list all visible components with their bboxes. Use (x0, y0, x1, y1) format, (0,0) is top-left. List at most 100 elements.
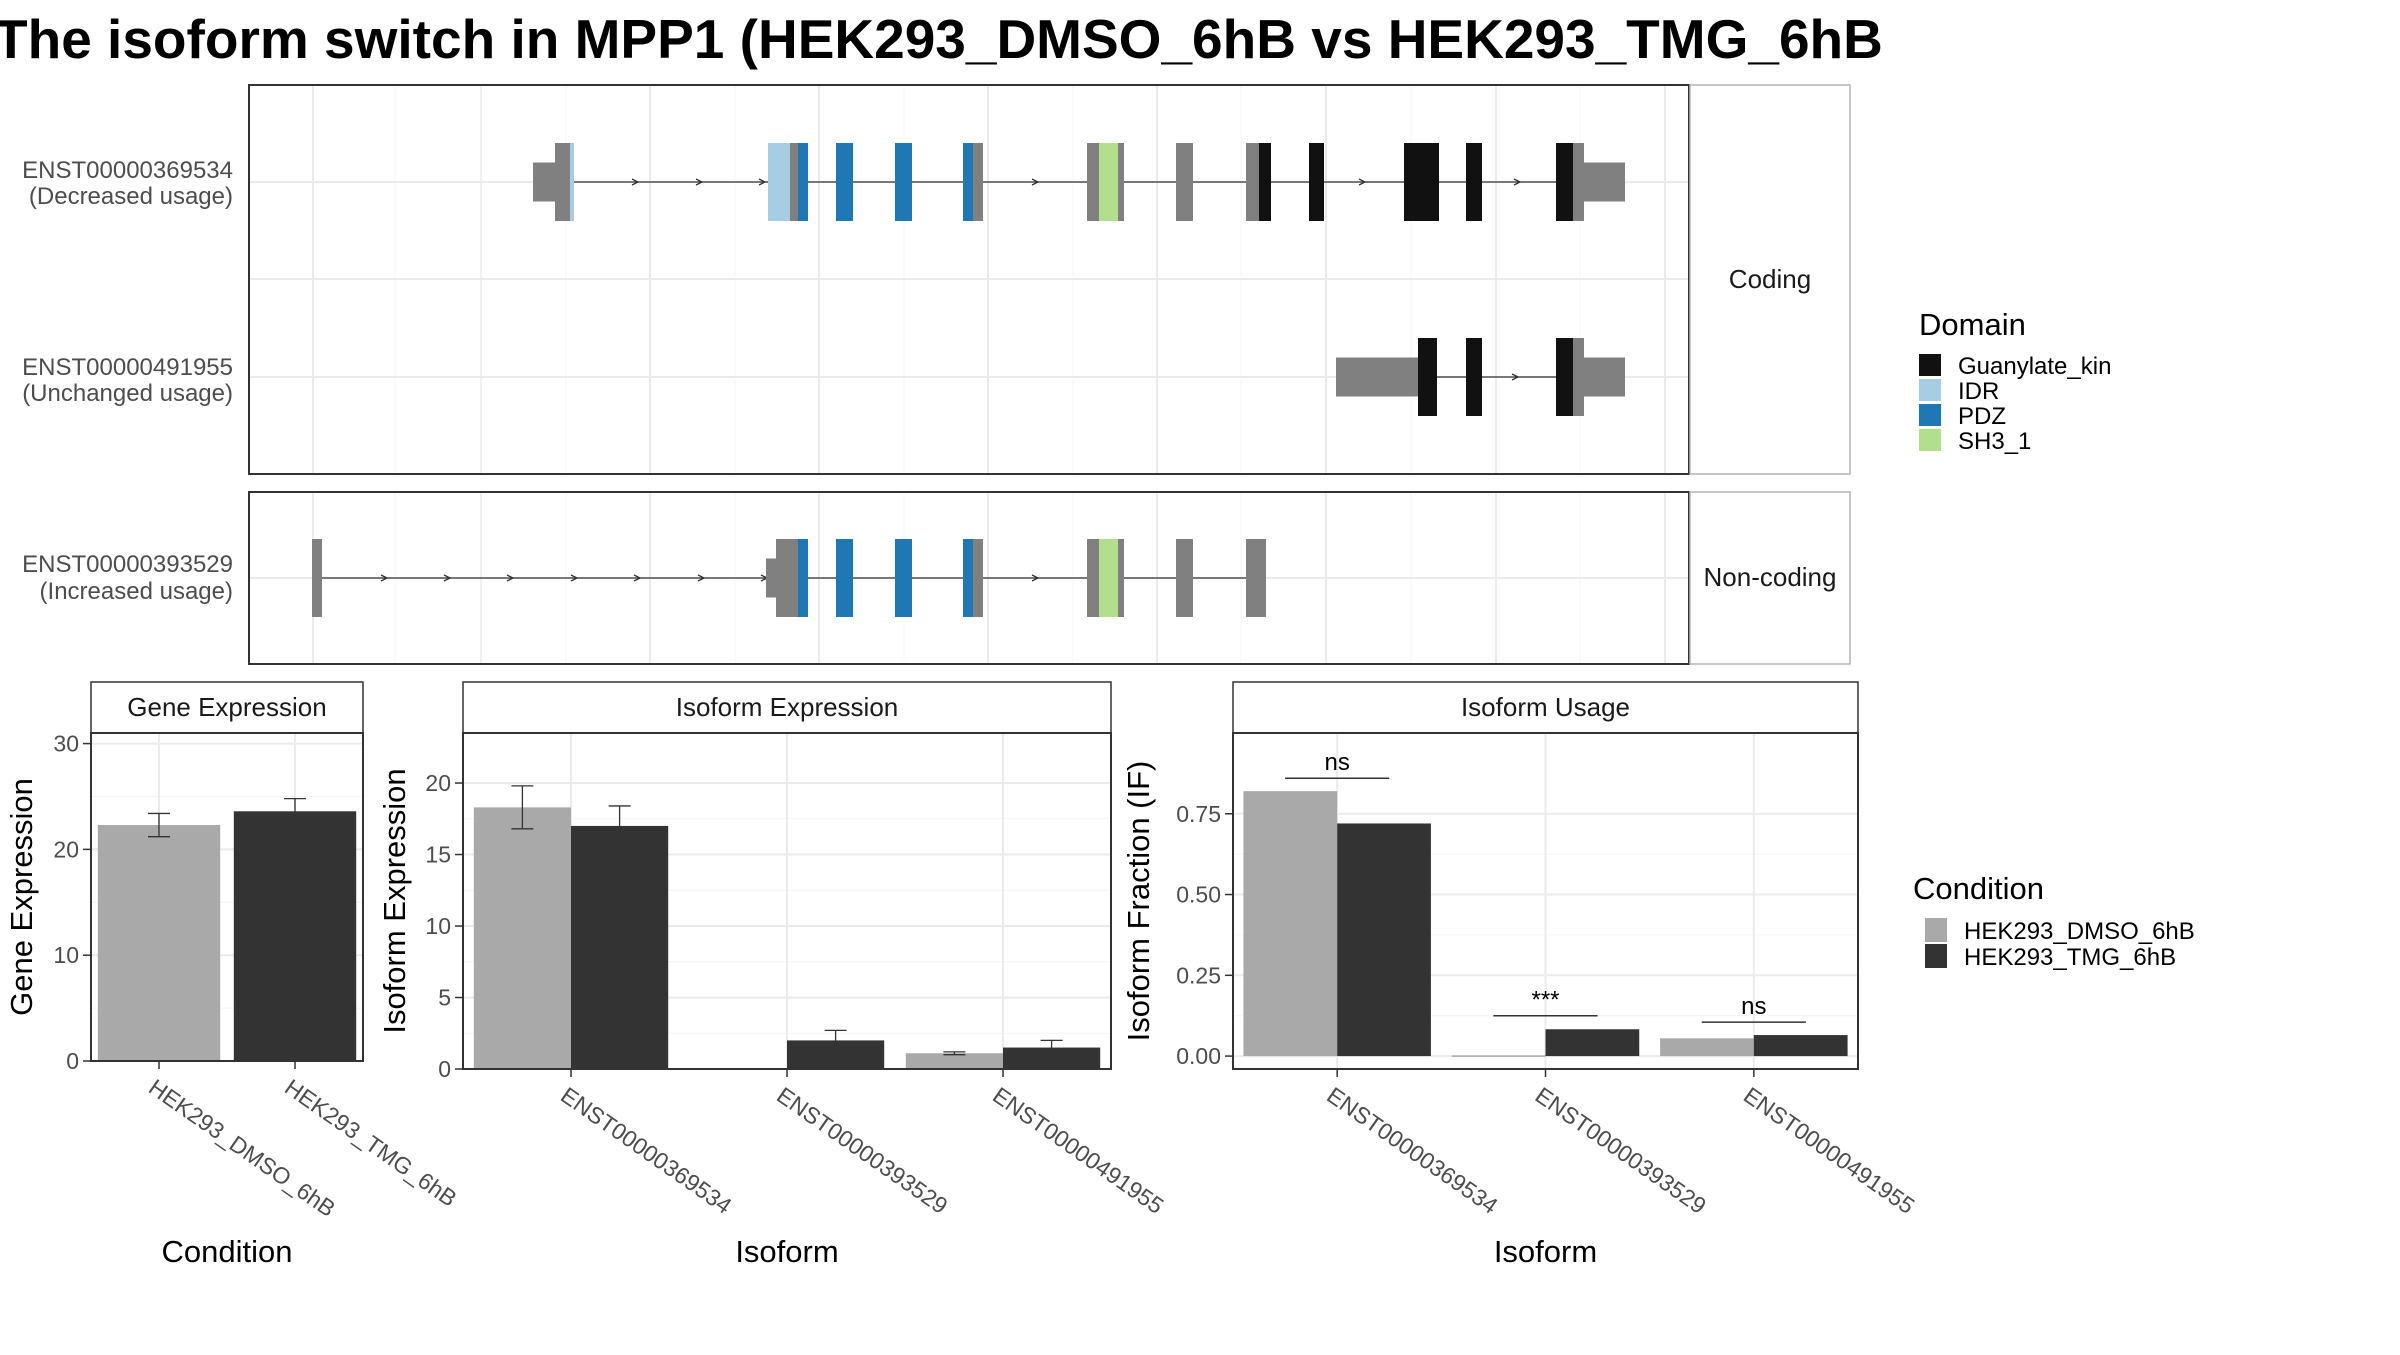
exon-ENST00000369534-Guanylate_kin (1556, 143, 1573, 221)
transcript-usage-ENST00000393529: (Increased usage) (40, 578, 233, 605)
intron-arrow-ENST00000393529 (443, 574, 452, 582)
panel-border (90, 732, 364, 1062)
y-axis-title: Isoform Fraction (IF) (1121, 761, 1156, 1042)
intron-arrow-ENST00000369534 (1031, 178, 1040, 186)
x-axis-title: Isoform (735, 1234, 838, 1269)
legend-label-Guanylate_kin: Guanylate_kin (1958, 353, 2111, 380)
legend-key-Guanylate_kin (1919, 354, 1941, 376)
x-tick-label: ENST00000393529 (772, 1082, 952, 1219)
intron-arrow-ENST00000393529 (570, 574, 579, 582)
legend-label-IDR: IDR (1958, 378, 1999, 405)
exon-ENST00000369534 (973, 143, 983, 221)
panel-strip-box (1232, 681, 1859, 734)
coding-strip-label: Coding (1729, 264, 1811, 294)
exon-ENST00000393529-PDZ (836, 539, 853, 617)
exon-ENST00000491955 (1336, 357, 1418, 397)
bar-HEK293_TMG_6hB-ENST00000369534 (1337, 823, 1431, 1057)
intron-arrow-ENST00000369534 (1358, 178, 1367, 186)
x-axis-title: Condition (162, 1234, 293, 1269)
error-bar-HEK293_TMG_6hB-ENST00000369534 (608, 805, 631, 847)
legend-label-SH3_1: SH3_1 (1958, 428, 2031, 455)
transcript-label-ENST00000369534: ENST00000369534 (22, 157, 233, 184)
exon-ENST00000369534 (1176, 143, 1193, 221)
y-tick-label: 5 (438, 985, 451, 1011)
x-tick-label: ENST00000369534 (1322, 1082, 1503, 1219)
panel-strip-box (462, 681, 1112, 734)
intron-arrow-ENST00000393529 (1031, 574, 1040, 582)
exon-ENST00000393529 (312, 539, 322, 617)
exon-ENST00000393529-PDZ (798, 539, 808, 617)
coding-strip-box (1689, 84, 1851, 475)
transcript-usage-ENST00000369534: (Decreased usage) (29, 183, 233, 210)
exon-ENST00000393529-PDZ (895, 539, 912, 617)
x-tick-label: ENST00000393529 (1531, 1082, 1711, 1219)
exon-ENST00000369534 (533, 162, 555, 202)
y-tick-label: 10 (53, 942, 79, 968)
intron-arrow-ENST00000393529 (633, 574, 642, 582)
domain-legend: Domain Guanylate_kin IDR PDZ SH3_1 (1919, 307, 2111, 455)
intron-arrow-ENST00000369534 (758, 178, 767, 186)
bar-HEK293_DMSO_6hB-ENST00000369534 (1243, 791, 1338, 1057)
gene-expression-chart: Gene Expression0102030HEK293_DMSO_6hBHEK… (4, 681, 462, 1269)
exon-ENST00000369534-Guanylate_kin (1404, 143, 1439, 221)
legend-label-PDZ: PDZ (1958, 403, 2006, 430)
significance-label-ENST00000491955: ns (1741, 993, 1766, 1020)
exon-ENST00000369534 (1573, 143, 1584, 221)
y-tick-label: 0.50 (1176, 882, 1221, 908)
y-axis-title: Isoform Expression (377, 768, 412, 1033)
exon-ENST00000369534-IDR (570, 143, 574, 221)
exon-ENST00000369534-PDZ (895, 143, 912, 221)
exon-ENST00000393529 (766, 558, 776, 598)
bar-HEK293_TMG_6hB-ENST00000491955 (1003, 1047, 1101, 1069)
exon-ENST00000369534 (1087, 143, 1099, 221)
x-axis-title: Isoform (1494, 1234, 1597, 1269)
domain-legend-title: Domain (1919, 307, 2026, 342)
exon-ENST00000393529 (1176, 539, 1193, 617)
error-bar-HEK293_DMSO_6hB (148, 812, 170, 838)
coding-panel-border (248, 84, 1690, 475)
exon-ENST00000369534-PDZ (963, 143, 973, 221)
x-tick-label: ENST00000369534 (556, 1082, 737, 1219)
error-bar-HEK293_TMG_6hB (284, 797, 306, 825)
y-tick-label: 0.75 (1176, 801, 1221, 827)
exon-ENST00000369534 (555, 143, 570, 221)
bar-HEK293_TMG_6hB-ENST00000369534 (571, 825, 669, 1069)
panel-strip-box (90, 681, 364, 734)
exon-ENST00000491955-Guanylate_kin (1466, 338, 1482, 416)
error-bar-HEK293_DMSO_6hB-ENST00000491955 (943, 1051, 966, 1056)
panel-strip-title: Isoform Usage (1461, 692, 1630, 722)
exon-ENST00000369534-SH3_1 (1099, 143, 1118, 221)
exon-ENST00000369534 (790, 143, 798, 221)
legend-label-HEK293_DMSO_6hB: HEK293_DMSO_6hB (1964, 918, 2195, 945)
bar-HEK293_DMSO_6hB (97, 825, 221, 1061)
y-tick-label: 30 (53, 731, 79, 757)
y-tick-label: 20 (53, 836, 79, 862)
exon-ENST00000491955-Guanylate_kin (1418, 338, 1437, 416)
significance-label-ENST00000369534: ns (1324, 749, 1349, 776)
exon-ENST00000369534-Guanylate_kin (1259, 143, 1271, 221)
error-bar-HEK293_TMG_6hB-ENST00000393529 (824, 1029, 847, 1052)
legend-key-SH3_1 (1919, 429, 1941, 451)
noncoding-strip-box (1689, 491, 1851, 665)
y-tick-label: 0.25 (1176, 962, 1221, 988)
exon-ENST00000491955 (1584, 357, 1625, 397)
transcript-label-ENST00000393529: ENST00000393529 (22, 551, 233, 578)
exon-ENST00000369534-Guanylate_kin (1309, 143, 1324, 221)
bar-HEK293_DMSO_6hB-ENST00000491955 (1660, 1038, 1754, 1057)
intron-arrow-ENST00000369534 (631, 178, 640, 186)
exon-ENST00000393529 (1087, 539, 1099, 617)
intron-arrow-ENST00000491955 (1511, 373, 1520, 381)
significance-label-ENST00000393529: *** (1531, 987, 1559, 1014)
x-tick-label: ENST00000491955 (1739, 1082, 1919, 1219)
isoform-expression-chart: Isoform Expression 0 5 10 15 20 ENST0000036953… (377, 681, 1169, 1269)
exon-ENST00000369534-PDZ (798, 143, 808, 221)
exon-ENST00000393529 (1118, 539, 1124, 617)
condition-legend: Condition HEK293_DMSO_6hB HEK293_TMG_6hB (1913, 871, 2195, 971)
x-tick-label: ENST00000491955 (988, 1082, 1168, 1219)
exon-ENST00000369534-Guanylate_kin (1466, 143, 1482, 221)
condition-legend-title: Condition (1913, 871, 2044, 906)
error-bar-HEK293_DMSO_6hB-ENST00000369534 (511, 785, 534, 830)
figure-title: The isoform switch in MPP1 (HEK293_DMSO_… (0, 8, 1883, 70)
bar-HEK293_TMG_6hB-ENST00000491955 (1753, 1035, 1848, 1057)
bar-HEK293_TMG_6hB (233, 811, 357, 1061)
